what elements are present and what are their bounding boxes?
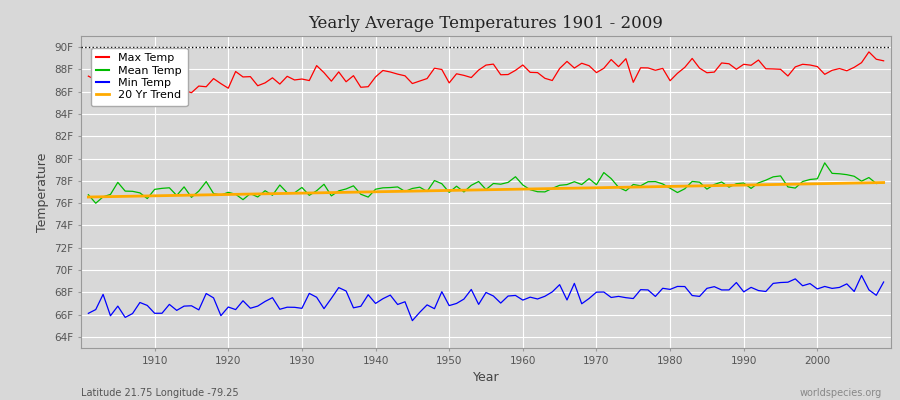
Y-axis label: Temperature: Temperature xyxy=(36,152,49,232)
Title: Yearly Average Temperatures 1901 - 2009: Yearly Average Temperatures 1901 - 2009 xyxy=(309,15,663,32)
X-axis label: Year: Year xyxy=(472,371,500,384)
Text: worldspecies.org: worldspecies.org xyxy=(800,388,882,398)
Legend: Max Temp, Mean Temp, Min Temp, 20 Yr Trend: Max Temp, Mean Temp, Min Temp, 20 Yr Tre… xyxy=(91,48,187,106)
Text: Latitude 21.75 Longitude -79.25: Latitude 21.75 Longitude -79.25 xyxy=(81,388,239,398)
